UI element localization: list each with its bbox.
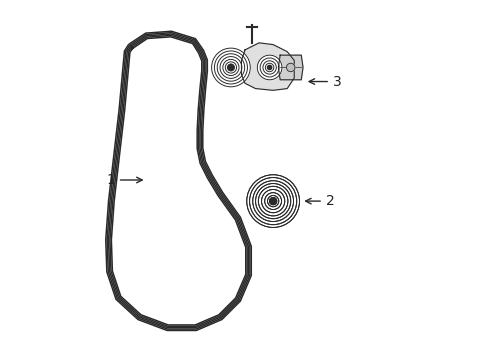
Circle shape <box>257 55 282 80</box>
Text: 2: 2 <box>306 194 335 208</box>
Circle shape <box>270 198 277 204</box>
Circle shape <box>287 63 295 72</box>
Polygon shape <box>278 55 303 80</box>
Circle shape <box>228 65 234 70</box>
Circle shape <box>247 175 299 228</box>
Text: 1: 1 <box>106 173 142 187</box>
Text: 3: 3 <box>309 75 342 89</box>
Circle shape <box>268 66 272 69</box>
Polygon shape <box>242 43 294 90</box>
Circle shape <box>212 48 250 87</box>
